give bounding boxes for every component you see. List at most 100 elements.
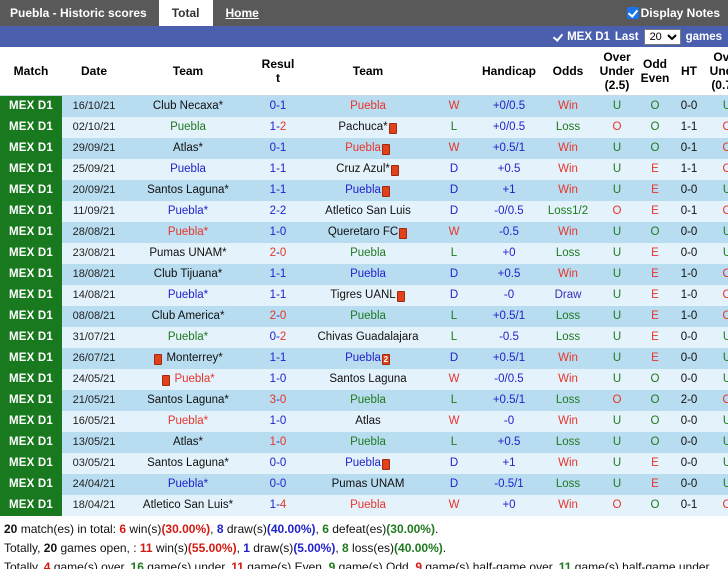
cell-score[interactable]: 1-1 xyxy=(250,285,306,306)
cell-home-team[interactable]: Club America* xyxy=(126,306,250,327)
cell-score[interactable]: 0-2 xyxy=(250,327,306,348)
cell-home-team[interactable]: Puebla* xyxy=(126,474,250,495)
cell-score[interactable]: 1-0 xyxy=(250,411,306,432)
cell-home-team[interactable]: Puebla* xyxy=(126,411,250,432)
cell-score[interactable]: 1-4 xyxy=(250,495,306,516)
table-row[interactable]: MEX D1 29/09/21 Atlas* 0-1 Puebla W +0.5/1 Win… xyxy=(0,138,728,159)
table-row[interactable]: MEX D1 24/05/21 Puebla* 1-0 Santos Laguna W -… xyxy=(0,369,728,390)
cell-home-team[interactable]: Monterrey* xyxy=(126,348,250,369)
cell-league[interactable]: MEX D1 xyxy=(0,453,62,474)
cell-away-team[interactable]: Puebla xyxy=(306,453,430,474)
cell-league[interactable]: MEX D1 xyxy=(0,159,62,180)
cell-league[interactable]: MEX D1 xyxy=(0,138,62,159)
table-row[interactable]: MEX D1 25/09/21 Puebla 1-1 Cruz Azul* D +0.5 W… xyxy=(0,159,728,180)
cell-league[interactable]: MEX D1 xyxy=(0,348,62,369)
cell-home-team[interactable]: Pumas UNAM* xyxy=(126,243,250,264)
cell-away-team[interactable]: Puebla xyxy=(306,138,430,159)
col-header-ht[interactable]: HT xyxy=(672,47,706,96)
cell-league[interactable]: MEX D1 xyxy=(0,327,62,348)
col-header-result[interactable]: Resul t xyxy=(250,47,306,96)
table-row[interactable]: MEX D1 20/09/21 Santos Laguna* 1-1 Puebla D +… xyxy=(0,180,728,201)
cell-home-team[interactable]: Puebla* xyxy=(126,285,250,306)
cell-home-team[interactable]: Santos Laguna* xyxy=(126,453,250,474)
cell-away-team[interactable]: Puebla 2 xyxy=(306,348,430,369)
table-row[interactable]: MEX D1 14/08/21 Puebla* 1-1 Tigres UANL D -0 D… xyxy=(0,285,728,306)
cell-score[interactable]: 1-1 xyxy=(250,180,306,201)
cell-score[interactable]: 0-0 xyxy=(250,453,306,474)
cell-away-team[interactable]: Puebla xyxy=(306,264,430,285)
cell-score[interactable]: 1-1 xyxy=(250,348,306,369)
table-row[interactable]: MEX D1 08/08/21 Club America* 2-0 Puebla L +0.… xyxy=(0,306,728,327)
cell-away-team[interactable]: Queretaro FC xyxy=(306,222,430,243)
tab-total[interactable]: Total xyxy=(158,0,213,26)
table-row[interactable]: MEX D1 28/08/21 Puebla* 1-0 Queretaro FC W -0… xyxy=(0,222,728,243)
table-row[interactable]: MEX D1 18/08/21 Club Tijuana* 1-1 Puebla D +0.… xyxy=(0,264,728,285)
cell-league[interactable]: MEX D1 xyxy=(0,180,62,201)
cell-league[interactable]: MEX D1 xyxy=(0,285,62,306)
cell-home-team[interactable]: Club Necaxa* xyxy=(126,95,250,117)
cell-league[interactable]: MEX D1 xyxy=(0,95,62,117)
cell-league[interactable]: MEX D1 xyxy=(0,390,62,411)
cell-away-team[interactable]: Puebla xyxy=(306,95,430,117)
cell-away-team[interactable]: Santos Laguna xyxy=(306,369,430,390)
col-header-date[interactable]: Date xyxy=(62,47,126,96)
table-row[interactable]: MEX D1 02/10/21 Puebla 1-2 Pachuca* L +0/0.5 L… xyxy=(0,117,728,138)
cell-away-team[interactable]: Pachuca* xyxy=(306,117,430,138)
cell-home-team[interactable]: Atletico San Luis* xyxy=(126,495,250,516)
cell-home-team[interactable]: Puebla xyxy=(126,159,250,180)
cell-score[interactable]: 0-1 xyxy=(250,138,306,159)
cell-score[interactable]: 1-0 xyxy=(250,222,306,243)
cell-home-team[interactable]: Santos Laguna* xyxy=(126,180,250,201)
cell-score[interactable]: 1-1 xyxy=(250,264,306,285)
table-row[interactable]: MEX D1 03/05/21 Santos Laguna* 0-0 Puebla D +… xyxy=(0,453,728,474)
cell-score[interactable]: 1-2 xyxy=(250,117,306,138)
table-row[interactable]: MEX D1 21/05/21 Santos Laguna* 3-0 Puebla L +0… xyxy=(0,390,728,411)
cell-away-team[interactable]: Atletico San Luis xyxy=(306,201,430,222)
cell-home-team[interactable]: Santos Laguna* xyxy=(126,390,250,411)
display-notes-toggle[interactable]: Display Notes xyxy=(623,0,728,26)
cell-away-team[interactable]: Puebla xyxy=(306,495,430,516)
table-row[interactable]: MEX D1 23/08/21 Pumas UNAM* 2-0 Puebla L +0 Los… xyxy=(0,243,728,264)
league-filter-mexd1[interactable]: MEX D1 xyxy=(552,31,610,43)
col-header-over-under-075[interactable]: Over Under (0.75) xyxy=(706,47,728,96)
cell-league[interactable]: MEX D1 xyxy=(0,495,62,516)
cell-home-team[interactable]: Atlas* xyxy=(126,138,250,159)
cell-away-team[interactable]: Chivas Guadalajara xyxy=(306,327,430,348)
games-count-select[interactable]: 20 xyxy=(643,28,681,45)
tab-home[interactable]: Home xyxy=(225,6,259,20)
cell-away-team[interactable]: Pumas UNAM xyxy=(306,474,430,495)
cell-league[interactable]: MEX D1 xyxy=(0,222,62,243)
cell-league[interactable]: MEX D1 xyxy=(0,411,62,432)
cell-score[interactable]: 3-0 xyxy=(250,390,306,411)
cell-away-team[interactable]: Puebla xyxy=(306,432,430,453)
cell-home-team[interactable]: Puebla* xyxy=(126,222,250,243)
table-row[interactable]: MEX D1 16/10/21 Club Necaxa* 0-1 Puebla W +0/0… xyxy=(0,95,728,117)
cell-away-team[interactable]: Puebla xyxy=(306,390,430,411)
cell-score[interactable]: 1-0 xyxy=(250,432,306,453)
cell-away-team[interactable]: Cruz Azul* xyxy=(306,159,430,180)
col-header-over-under-25[interactable]: Over Under (2.5) xyxy=(596,47,638,96)
cell-score[interactable]: 0-1 xyxy=(250,95,306,117)
cell-league[interactable]: MEX D1 xyxy=(0,201,62,222)
cell-league[interactable]: MEX D1 xyxy=(0,432,62,453)
col-header-away-team[interactable]: Team xyxy=(306,47,430,96)
cell-home-team[interactable]: Puebla* xyxy=(126,201,250,222)
cell-league[interactable]: MEX D1 xyxy=(0,369,62,390)
cell-away-team[interactable]: Puebla xyxy=(306,180,430,201)
cell-score[interactable]: 1-1 xyxy=(250,159,306,180)
col-header-odd-even[interactable]: Odd Even xyxy=(638,47,672,96)
cell-away-team[interactable]: Puebla xyxy=(306,306,430,327)
table-row[interactable]: MEX D1 24/04/21 Puebla* 0-0 Pumas UNAM D -0.5/… xyxy=(0,474,728,495)
cell-home-team[interactable]: Atlas* xyxy=(126,432,250,453)
cell-away-team[interactable]: Puebla xyxy=(306,243,430,264)
col-header-match[interactable]: Match xyxy=(0,47,62,96)
cell-league[interactable]: MEX D1 xyxy=(0,474,62,495)
cell-league[interactable]: MEX D1 xyxy=(0,117,62,138)
table-row[interactable]: MEX D1 31/07/21 Puebla* 0-2 Chivas Guadalaja… xyxy=(0,327,728,348)
col-header-home-team[interactable]: Team xyxy=(126,47,250,96)
cell-score[interactable]: 2-0 xyxy=(250,306,306,327)
cell-league[interactable]: MEX D1 xyxy=(0,306,62,327)
table-row[interactable]: MEX D1 16/05/21 Puebla* 1-0 Atlas W -0 Win U O 0-0… xyxy=(0,411,728,432)
cell-home-team[interactable]: Puebla xyxy=(126,117,250,138)
cell-away-team[interactable]: Atlas xyxy=(306,411,430,432)
